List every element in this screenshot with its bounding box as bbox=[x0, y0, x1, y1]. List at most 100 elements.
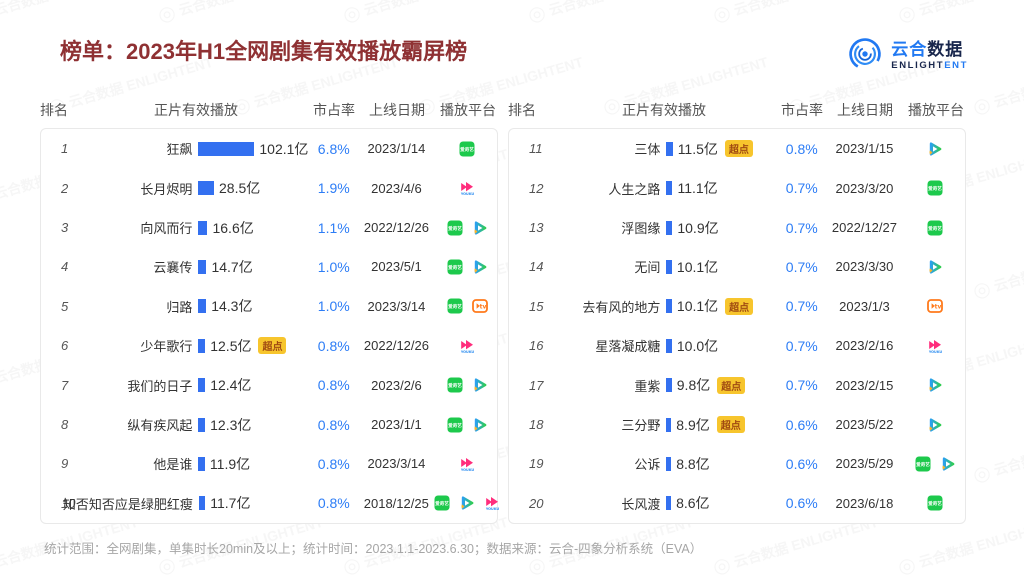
market-share: 0.6% bbox=[785, 416, 818, 433]
watermark: ◎云合数据 ENLIGHTENT bbox=[970, 421, 1024, 488]
iqiyi-icon: 爱奇艺 bbox=[447, 298, 463, 314]
col-header-platform: 播放平台 bbox=[440, 102, 496, 118]
youku-icon: YOUKU bbox=[484, 495, 500, 511]
iqiyi-icon: 爱奇艺 bbox=[447, 259, 463, 275]
platform-icons: 爱奇艺 bbox=[905, 456, 965, 472]
iqiyi-icon: 爱奇艺 bbox=[927, 180, 943, 196]
table-row: 17 重紫 9.8亿 超点 0.7% 2023/2/15 bbox=[509, 365, 965, 404]
playback-cell: 102.1亿 bbox=[192, 139, 311, 159]
value-bar bbox=[666, 181, 673, 196]
market-share: 0.7% bbox=[785, 258, 818, 275]
premium-badge: 超点 bbox=[258, 337, 287, 355]
svg-text:爱奇艺: 爱奇艺 bbox=[448, 303, 462, 310]
svg-text:YOUKU: YOUKU bbox=[485, 507, 500, 511]
col-header-date: 上线日期 bbox=[369, 102, 425, 118]
playback-cell: 11.5亿 超点 bbox=[660, 139, 779, 159]
platform-icons: YOUKU bbox=[437, 180, 497, 196]
ranking-table-left: 1 狂飙 102.1亿 6.8% 2023/1/14 爱奇艺 2 长月烬明 28… bbox=[40, 128, 500, 524]
rank-cell: 16 bbox=[529, 338, 544, 354]
iqiyi-icon: 爱奇艺 bbox=[447, 220, 463, 236]
market-share: 1.9% bbox=[317, 180, 350, 197]
rank-cell: 11 bbox=[529, 141, 543, 157]
release-date: 2023/1/15 bbox=[835, 141, 894, 157]
playback-value: 8.8亿 bbox=[676, 455, 710, 472]
market-share: 0.6% bbox=[785, 455, 818, 472]
playback-value: 10.0亿 bbox=[676, 337, 719, 354]
release-date: 2023/2/16 bbox=[835, 338, 894, 354]
platform-icons: 爱奇艺 bbox=[437, 141, 497, 157]
mgtv-icon: tv bbox=[471, 298, 488, 314]
playback-cell: 12.3亿 bbox=[192, 415, 311, 435]
svg-text:爱奇艺: 爱奇艺 bbox=[916, 461, 930, 468]
tencent-icon bbox=[459, 495, 475, 511]
value-bar bbox=[198, 378, 206, 393]
table-row: 7 我们的日子 12.4亿 0.8% 2023/2/6 爱奇艺 bbox=[41, 365, 497, 404]
playback-cell: 10.0亿 bbox=[660, 336, 779, 356]
iqiyi-icon: 爱奇艺 bbox=[434, 495, 450, 511]
table-row: 20 长风渡 8.6亿 0.6% 2023/6/18 爱奇艺 bbox=[509, 484, 965, 523]
release-date: 2023/3/30 bbox=[835, 259, 894, 275]
playback-cell: 10.9亿 bbox=[660, 218, 779, 238]
platform-icons bbox=[905, 417, 965, 433]
drama-title: 向风而行 bbox=[140, 221, 193, 237]
value-bar bbox=[198, 299, 207, 314]
rank-cell: 3 bbox=[61, 220, 69, 236]
premium-badge: 超点 bbox=[716, 416, 745, 434]
table-row: 8 纵有疾风起 12.3亿 0.8% 2023/1/1 爱奇艺 bbox=[41, 405, 497, 444]
market-share: 0.6% bbox=[785, 495, 818, 512]
drama-title: 长月烬明 bbox=[140, 181, 193, 197]
rank-cell: 8 bbox=[61, 417, 69, 433]
ranking-table-right: 11 三体 11.5亿 超点 0.8% 2023/1/15 12 人生之路 11… bbox=[508, 128, 966, 524]
release-date: 2023/3/20 bbox=[835, 180, 894, 196]
table-row: 13 浮图缘 10.9亿 0.7% 2022/12/27 爱奇艺 bbox=[509, 208, 965, 247]
playback-value: 11.5亿 bbox=[677, 140, 718, 157]
playback-value: 14.3亿 bbox=[211, 298, 253, 315]
brand-name-cn: 云合数据 bbox=[891, 40, 964, 60]
svg-text:爱奇艺: 爱奇艺 bbox=[448, 422, 462, 429]
playback-value: 11.9亿 bbox=[209, 455, 251, 472]
drama-title: 云襄传 bbox=[153, 260, 193, 276]
drama-title: 公诉 bbox=[634, 457, 661, 473]
drama-title: 我们的日子 bbox=[127, 378, 193, 394]
market-share: 1.1% bbox=[317, 219, 350, 236]
drama-title: 他是谁 bbox=[153, 457, 193, 473]
drama-title: 纵有疾风起 bbox=[127, 418, 193, 434]
svg-text:爱奇艺: 爱奇艺 bbox=[928, 500, 942, 507]
release-date: 2023/1/3 bbox=[839, 298, 890, 314]
release-date: 2023/5/1 bbox=[371, 259, 422, 275]
premium-badge: 超点 bbox=[717, 376, 746, 394]
rank-cell: 15 bbox=[529, 298, 544, 314]
column-headers-right: 排名 正片有效播放 市占率 上线日期 播放平台 bbox=[508, 100, 966, 120]
platform-icons: 爱奇艺 tv bbox=[437, 298, 497, 314]
playback-value: 10.1亿 bbox=[676, 298, 719, 315]
svg-text:YOUKU: YOUKU bbox=[460, 468, 475, 472]
tencent-icon bbox=[940, 456, 956, 472]
rank-cell: 12 bbox=[529, 180, 544, 196]
rank-cell: 6 bbox=[61, 338, 69, 354]
col-header-platform: 播放平台 bbox=[908, 102, 964, 118]
youku-icon: YOUKU bbox=[927, 338, 943, 354]
market-share: 0.7% bbox=[785, 377, 818, 394]
svg-text:爱奇艺: 爱奇艺 bbox=[448, 264, 462, 271]
col-header-playback: 正片有效播放 bbox=[622, 102, 706, 118]
rank-cell: 10 bbox=[61, 495, 76, 511]
footnote: 统计范围：全网剧集，单集时长20min及以上；统计时间：2023.1.1-202… bbox=[44, 542, 703, 556]
svg-text:爱奇艺: 爱奇艺 bbox=[928, 185, 942, 192]
release-date: 2023/2/15 bbox=[835, 377, 894, 393]
watermark: ◎云合数据 ENLIGHTENT bbox=[340, 0, 509, 28]
premium-badge: 超点 bbox=[724, 140, 753, 158]
col-header-playback: 正片有效播放 bbox=[154, 102, 238, 118]
release-date: 2023/2/6 bbox=[371, 377, 422, 393]
table-row: 19 公诉 8.8亿 0.6% 2023/5/29 爱奇艺 bbox=[509, 444, 965, 483]
playback-cell: 14.3亿 bbox=[192, 296, 311, 316]
table-row: 1 狂飙 102.1亿 6.8% 2023/1/14 爱奇艺 bbox=[41, 129, 497, 168]
platform-icons: 爱奇艺 bbox=[905, 495, 965, 511]
column-headers-left: 排名 正片有效播放 市占率 上线日期 播放平台 bbox=[40, 100, 498, 120]
premium-badge: 超点 bbox=[725, 297, 754, 315]
market-share: 0.8% bbox=[785, 140, 818, 157]
platform-icons: 爱奇艺 bbox=[437, 417, 497, 433]
value-bar bbox=[666, 259, 672, 274]
brand-name-en: ENLIGHTENT bbox=[891, 60, 968, 72]
iqiyi-icon: 爱奇艺 bbox=[927, 220, 943, 236]
playback-value: 8.6亿 bbox=[676, 495, 710, 512]
